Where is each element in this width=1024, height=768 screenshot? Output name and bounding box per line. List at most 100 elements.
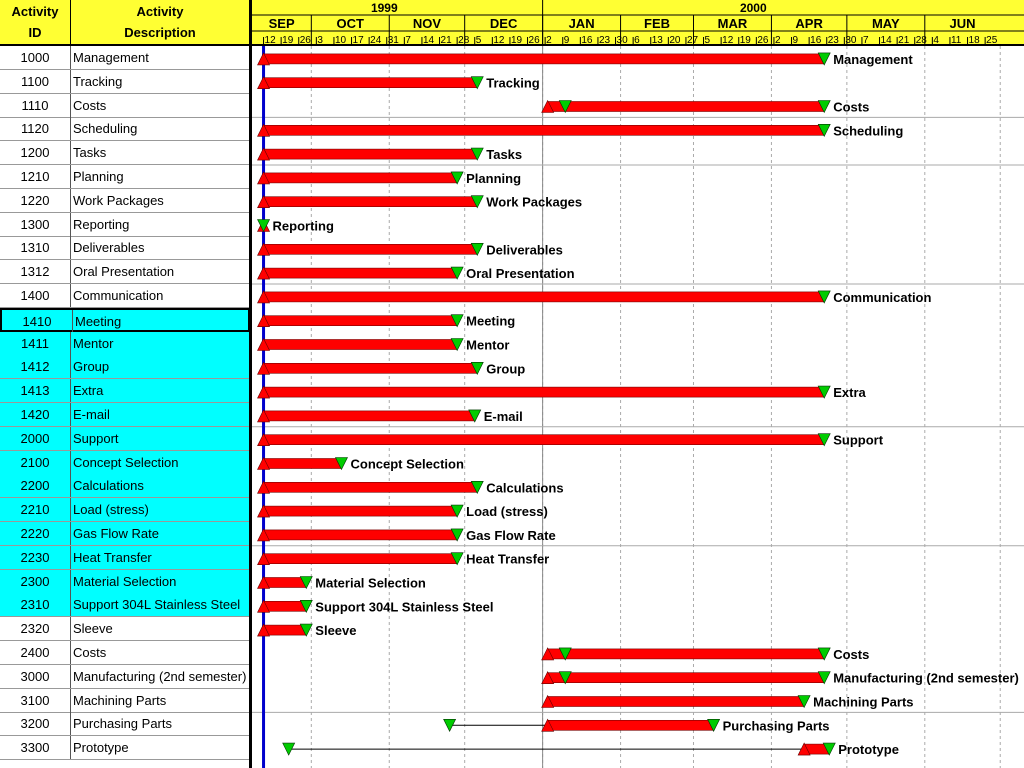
bar-label: Oral Presentation xyxy=(466,266,574,281)
start-marker xyxy=(257,76,271,90)
activity-description-cell: Work Packages xyxy=(73,192,164,208)
table-row[interactable]: 1210 Planning xyxy=(0,165,250,189)
week-tick-label: 2 xyxy=(775,35,781,46)
activity-description-cell: Management xyxy=(73,50,149,65)
table-row[interactable]: 3100 Machining Parts xyxy=(0,688,250,713)
activity-bar xyxy=(547,719,714,731)
finish-marker xyxy=(817,385,831,399)
activity-id-cell: 1420 xyxy=(0,403,71,426)
finish-marker xyxy=(817,433,831,447)
table-row[interactable]: 1000 Management xyxy=(0,46,250,70)
finish-marker xyxy=(450,266,464,280)
activity-bar xyxy=(263,291,825,303)
start-marker xyxy=(257,337,271,351)
start-marker xyxy=(541,718,555,732)
start-marker xyxy=(257,433,271,447)
table-row[interactable]: 3200 Purchasing Parts xyxy=(0,712,250,737)
table-row[interactable]: 2300 Material Selection xyxy=(0,569,250,594)
table-row[interactable]: 1420 E-mail xyxy=(0,403,250,427)
activity-id-cell: 1412 xyxy=(0,355,71,379)
bar-label: Tracking xyxy=(486,76,540,91)
activity-id-cell: 1312 xyxy=(0,260,71,284)
activity-description-header[interactable]: Activity Description xyxy=(71,0,250,46)
activity-description-cell: E-mail xyxy=(73,407,110,422)
bar-label: Work Packages xyxy=(486,195,582,210)
activity-bar xyxy=(263,481,478,493)
start-marker xyxy=(257,290,271,304)
table-row[interactable]: 1220 Work Packages xyxy=(0,188,250,213)
table-row[interactable]: 2400 Costs xyxy=(0,641,250,665)
week-tick-label: 19 xyxy=(511,35,523,46)
activity-description-cell: Purchasing Parts xyxy=(73,716,172,732)
table-row[interactable]: 1413 Extra xyxy=(0,379,250,404)
table-row[interactable]: 1110 Costs xyxy=(0,93,250,118)
activity-bar xyxy=(263,577,307,588)
float-start-marker xyxy=(282,742,296,756)
table-row[interactable]: 2320 Sleeve xyxy=(0,617,250,642)
table-row[interactable]: 3300 Prototype xyxy=(0,736,250,761)
table-row[interactable]: 1120 Scheduling xyxy=(0,117,250,142)
activity-description-cell: Oral Presentation xyxy=(73,264,175,280)
start-marker xyxy=(257,480,271,494)
bar-label: Meeting xyxy=(466,314,515,329)
activity-bar xyxy=(263,434,825,446)
activity-id-header[interactable]: Activity ID xyxy=(0,0,71,46)
bar-label: Sleeve xyxy=(315,623,356,638)
table-row[interactable]: 1312 Oral Presentation xyxy=(0,260,250,285)
activity-description-cell: Support xyxy=(73,430,119,446)
week-tick-label: 24 xyxy=(370,35,382,46)
activity-description-cell: Prototype xyxy=(73,740,129,756)
finish-marker xyxy=(470,195,484,209)
week-tick-label: 4 xyxy=(933,35,939,46)
table-row[interactable]: 2230 Heat Transfer xyxy=(0,545,250,570)
table-row[interactable]: 3000 Manufacturing (2nd semester) xyxy=(0,664,250,689)
table-row[interactable]: 1400 Communication xyxy=(0,284,250,308)
table-row[interactable]: 1411 Mentor xyxy=(0,331,250,356)
bar-label: Management xyxy=(833,52,913,67)
finish-marker xyxy=(450,338,464,352)
activity-bar xyxy=(547,101,825,112)
start-marker xyxy=(257,528,271,542)
activity-description-cell: Costs xyxy=(73,97,107,113)
activity-id-cell: 1200 xyxy=(0,141,71,165)
finish-marker xyxy=(817,100,831,114)
activity-description-cell: Support 304L Stainless Steel xyxy=(73,597,241,613)
table-row[interactable]: 2220 Gas Flow Rate xyxy=(0,522,250,546)
table-row[interactable]: 1410 Meeting xyxy=(0,307,250,333)
week-tick-label: 14 xyxy=(423,35,435,46)
month-label: FEB xyxy=(644,16,670,31)
bar-label: Heat Transfer xyxy=(466,552,549,567)
table-row[interactable]: 1310 Deliverables xyxy=(0,236,250,261)
activity-description-cell: Mentor xyxy=(73,335,114,351)
table-row[interactable]: 1412 Group xyxy=(0,355,250,380)
month-label: MAY xyxy=(872,16,900,31)
gantt-chart-area[interactable]: Management Tracking Costs Scheduling Tasks Pl… xyxy=(252,46,1024,768)
table-row[interactable]: 2210 Load (stress) xyxy=(0,498,250,523)
table-row[interactable]: 2310 Support 304L Stainless Steel xyxy=(0,593,250,618)
start-marker xyxy=(257,52,271,66)
activity-bar xyxy=(263,267,458,279)
month-label: JUN xyxy=(950,16,976,31)
table-row[interactable]: 1200 Tasks xyxy=(0,141,250,166)
week-tick-label: 5 xyxy=(476,35,482,46)
table-row[interactable]: 2100 Concept Selection xyxy=(0,450,250,475)
table-divider[interactable] xyxy=(249,0,252,768)
table-row[interactable]: 1300 Reporting xyxy=(0,212,250,237)
week-tick-label: 3 xyxy=(317,35,323,46)
finish-marker xyxy=(299,576,313,590)
activity-description-cell: Tracking xyxy=(73,73,123,89)
week-tick-label: 28 xyxy=(458,35,470,46)
activity-description-cell: Reporting xyxy=(73,216,130,232)
bar-label: Extra xyxy=(833,385,866,400)
finish-marker xyxy=(817,290,831,304)
table-row[interactable]: 2200 Calculations xyxy=(0,474,250,499)
table-row[interactable]: 1100 Tracking xyxy=(0,69,250,94)
finish-marker xyxy=(450,171,464,185)
activity-description-cell: Calculations xyxy=(73,478,144,494)
week-tick-label: 30 xyxy=(845,35,857,46)
bar-label: Support 304L Stainless Steel xyxy=(315,599,493,614)
activity-bar xyxy=(263,125,825,136)
activity-description-header-line2: Description xyxy=(124,25,196,40)
month-label: MAR xyxy=(718,16,748,31)
table-row[interactable]: 2000 Support xyxy=(0,426,250,451)
